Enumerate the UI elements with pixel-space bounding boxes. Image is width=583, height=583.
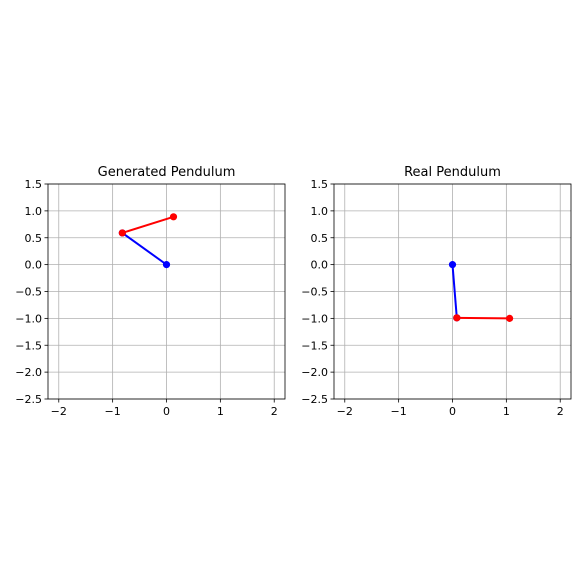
chart-title: Real Pendulum bbox=[404, 165, 501, 180]
y-tick-label: 1.0 bbox=[25, 205, 43, 218]
series-2-point bbox=[453, 314, 461, 322]
x-tick-label: 1 bbox=[217, 405, 224, 418]
series-1-point bbox=[162, 261, 171, 269]
y-tick-label: 0.0 bbox=[25, 259, 43, 272]
y-tick-label: −1.5 bbox=[15, 339, 42, 352]
chart-panel-1: −2 −1 0 1 2 1.5 1.0 0.5 0.0 −0.5 −1.0 −1.5 −2.0 −2.5 G… bbox=[15, 165, 286, 418]
y-tick-label: 1.5 bbox=[25, 178, 43, 191]
y-tick-label: −1.5 bbox=[301, 339, 328, 352]
y-tick-label: 0.5 bbox=[311, 232, 329, 245]
y-tick-label: −2.0 bbox=[301, 366, 328, 379]
chart-panel-2: −2 −1 0 1 2 1.5 1.0 0.5 0.0 −0.5 −1.0 −1.5 −2.0 −2.5 R… bbox=[301, 165, 572, 418]
x-tick-label: 2 bbox=[271, 405, 278, 418]
y-tick-label: 1.5 bbox=[311, 178, 329, 191]
series-line-2 bbox=[456, 316, 510, 320]
y-tick-label: 0.5 bbox=[25, 232, 43, 245]
x-tick-label: 0 bbox=[449, 405, 456, 418]
y-tick-label: 1.0 bbox=[311, 205, 329, 218]
y-tick-label: −0.5 bbox=[301, 286, 328, 299]
series-line-2 bbox=[122, 215, 174, 234]
x-tick-label: 0 bbox=[163, 405, 170, 418]
x-tick-label: 1 bbox=[503, 405, 510, 418]
y-tick-label: −1.0 bbox=[301, 312, 328, 325]
x-tick-label: −1 bbox=[105, 405, 121, 418]
x-tick-label: −1 bbox=[391, 405, 407, 418]
series-2-point bbox=[505, 314, 514, 322]
x-tick-label: 2 bbox=[557, 405, 564, 418]
series-2-point bbox=[118, 229, 126, 237]
y-tick-label: 0.0 bbox=[311, 259, 329, 272]
y-tick-label: −2.0 bbox=[15, 366, 42, 379]
y-tick-label: −2.5 bbox=[15, 393, 42, 406]
series-line-1 bbox=[451, 264, 458, 318]
y-tick-label: −0.5 bbox=[15, 286, 42, 299]
series-line-1 bbox=[121, 232, 168, 266]
x-tick-label: −2 bbox=[51, 405, 67, 418]
series-2-point bbox=[169, 213, 178, 221]
y-tick-label: −2.5 bbox=[301, 393, 328, 406]
x-tick-label: −2 bbox=[337, 405, 353, 418]
series-1-point bbox=[448, 261, 457, 269]
y-tick-label: −1.0 bbox=[15, 312, 42, 325]
chart-title: Generated Pendulum bbox=[98, 165, 236, 180]
